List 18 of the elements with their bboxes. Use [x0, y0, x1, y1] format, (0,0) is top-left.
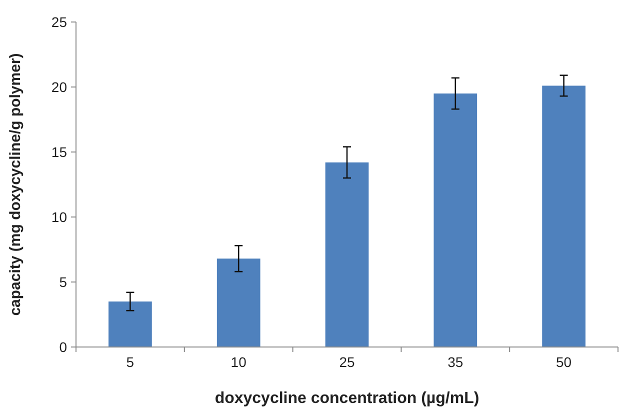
x-tick-label: 35 — [448, 354, 464, 370]
bar — [434, 94, 478, 347]
y-tick-label: 0 — [59, 338, 68, 355]
bar — [542, 86, 586, 347]
y-tick-label: 25 — [51, 14, 68, 30]
x-axis-title: doxycycline concentration (µg/mL) — [214, 390, 480, 407]
y-tick-label: 20 — [51, 78, 68, 95]
x-tick-label: 50 — [556, 354, 572, 370]
bar — [108, 302, 152, 347]
bar — [325, 162, 369, 347]
y-tick-label: 5 — [59, 274, 68, 290]
x-tick-label: 10 — [230, 354, 247, 370]
y-axis-title: capacity (mg doxycycline/g polymer) — [7, 53, 24, 316]
x-tick-label: 5 — [126, 354, 134, 370]
y-tick-label: 15 — [51, 144, 68, 160]
x-tick-label: 25 — [339, 354, 355, 370]
bar — [216, 258, 260, 347]
y-tick-label: 10 — [51, 208, 68, 225]
